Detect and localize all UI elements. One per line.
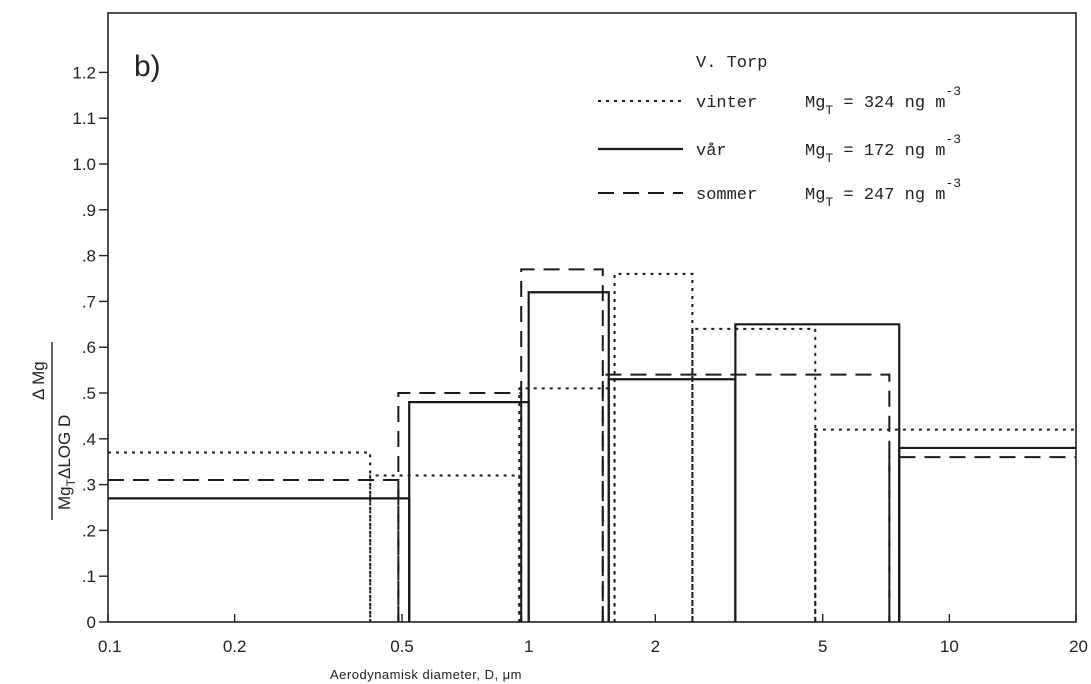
bin-vinter-4 (691, 327, 817, 622)
x-tick-label-0: 0.1 (98, 637, 122, 656)
bin-vår-2 (527, 291, 610, 622)
legend-name-vår: vår (696, 142, 727, 161)
y-tick-label-11: 1.1 (72, 109, 96, 128)
plot-frame (107, 12, 1077, 623)
bin-sommer-1 (397, 392, 523, 622)
y-denominator-base: Mg (55, 486, 74, 510)
series-vinter (108, 272, 1076, 622)
x-tick-label-1: 0.2 (223, 637, 247, 656)
chart-marks (108, 268, 1076, 622)
y-tick-label-1: .1 (82, 567, 96, 586)
legend-name-sommer: sommer (696, 186, 757, 205)
bin-sommer-3 (601, 373, 891, 622)
bin-vår-1 (408, 401, 530, 622)
y-tick-label-10: 1.0 (72, 155, 96, 174)
bin-vinter-0 (108, 451, 372, 622)
x-tick-label-5: 5 (818, 637, 827, 656)
y-tick-label-6: .6 (82, 338, 96, 357)
series-sommer (108, 268, 1076, 622)
x-tick-label-2: 0.5 (390, 637, 414, 656)
legend-item-sommer: sommer MgT = 247 ng m-3 (598, 176, 961, 210)
legend-name-vinter: vinter (696, 94, 757, 113)
y-tick-label-4: .4 (82, 430, 96, 449)
x-tick-label-3: 1 (524, 637, 533, 656)
x-axis-title: Aerodynamisk diameter, D, μm (330, 667, 522, 682)
legend-title: V. Torp (696, 54, 767, 73)
legend-value-vinter: MgT = 324 ng m-3 (805, 84, 961, 118)
bin-vår-5 (898, 446, 1076, 622)
bin-vår-3 (607, 378, 737, 622)
y-axis-title-denominator: MgTΔLOG D (55, 415, 78, 510)
legend-value-sommer: MgT = 247 ng m-3 (805, 176, 961, 210)
y-denominator-rest: ΔLOG D (55, 415, 74, 479)
x-tick-label-6: 10 (940, 637, 959, 656)
y-tick-label-5: .5 (82, 384, 96, 403)
x-tick-label-4: 2 (651, 637, 660, 656)
y-axis-title-numerator: Δ Mg (29, 361, 48, 400)
y-tick-label-2: .2 (82, 521, 96, 540)
bin-vinter-2 (518, 387, 616, 622)
y-denominator-sub: T (64, 478, 78, 486)
panel-label: b) (134, 50, 161, 83)
legend-item-vinter: vinter MgT = 324 ng m-3 (598, 84, 961, 118)
legend: V. Torp vinter MgT = 324 ng m-3 vår MgT = 1… (598, 54, 961, 210)
bin-vinter-5 (814, 428, 1076, 622)
y-tick-label-8: .8 (82, 247, 96, 266)
bin-vår-4 (734, 323, 901, 622)
y-tick-label-9: .9 (82, 201, 96, 220)
y-tick-label-0: 0 (87, 613, 96, 632)
legend-value-vår: MgT = 172 ng m-3 (805, 132, 961, 166)
x-tick-label-7: 20 (1069, 637, 1088, 656)
chart-axes: 0.1.2.3.4.5.6.7.8.91.01.11.20.1 0.2 0.5 1 2 5… (72, 63, 1088, 656)
bin-vår-0 (108, 497, 411, 622)
legend-item-vår: vår MgT = 172 ng m-3 (598, 132, 961, 166)
y-axis-title: Δ Mg MgTΔLOG D (29, 342, 78, 520)
series-vår (108, 291, 1076, 622)
y-tick-label-7: .7 (82, 292, 96, 311)
bin-sommer-0 (108, 479, 400, 622)
bin-sommer-4 (888, 456, 1076, 622)
bin-vinter-3 (613, 272, 694, 622)
y-tick-label-3: .3 (82, 476, 96, 495)
bin-sommer-2 (520, 268, 604, 622)
y-tick-label-12: 1.2 (72, 63, 96, 82)
